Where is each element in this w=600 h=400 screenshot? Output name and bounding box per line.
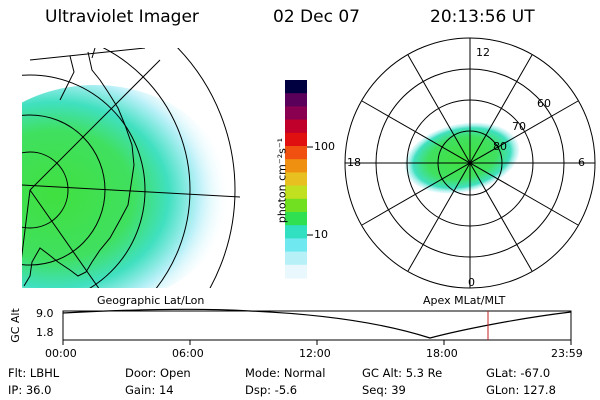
lat-label-70: 70 bbox=[512, 120, 526, 133]
colorbar-band bbox=[285, 172, 307, 187]
altitude-curve bbox=[62, 308, 572, 339]
altitude-plot bbox=[62, 308, 572, 345]
info-seq: Seq: 39 bbox=[362, 383, 406, 397]
colorbar-band bbox=[285, 132, 307, 147]
time-label: 20:13:56 UT bbox=[430, 7, 535, 27]
mlt-label-18: 18 bbox=[347, 156, 361, 169]
xtick-0600: 06:00 bbox=[172, 347, 204, 360]
colorbar-band bbox=[285, 225, 307, 239]
colorbar-band bbox=[285, 80, 307, 94]
coastline bbox=[23, 48, 135, 287]
xtick-2359: 23:59 bbox=[551, 347, 583, 360]
app-title: Ultraviolet Imager bbox=[45, 7, 199, 27]
colorbar-band bbox=[285, 212, 307, 226]
colorbar-band bbox=[285, 146, 307, 160]
mlt-label-12: 12 bbox=[476, 46, 490, 59]
info-door: Door: Open bbox=[125, 366, 191, 380]
lat-label-60: 60 bbox=[537, 97, 551, 110]
colorbar bbox=[285, 80, 313, 279]
geo-panel-label: Geographic Lat/Lon bbox=[97, 294, 205, 307]
info-glon: GLon: 127.8 bbox=[486, 383, 556, 397]
colorbar-unit-label: photon cm⁻²s⁻¹ bbox=[275, 137, 289, 224]
xtick-0000: 00:00 bbox=[45, 347, 77, 360]
polar-panel-label: Apex MLat/MLT bbox=[423, 294, 506, 307]
mlt-label-0: 0 bbox=[468, 276, 475, 289]
colorbar-band bbox=[285, 185, 307, 200]
altitude-ytick-low: 1.8 bbox=[36, 326, 54, 339]
colorbar-band bbox=[285, 93, 307, 107]
xtick-1200: 12:00 bbox=[299, 347, 331, 360]
aurora-oval-geo bbox=[22, 85, 230, 288]
colorbar-band bbox=[285, 264, 307, 279]
colorbar-band bbox=[285, 198, 307, 213]
colorbar-band bbox=[285, 251, 307, 266]
date-label: 02 Dec 07 bbox=[273, 7, 360, 27]
colorbar-band bbox=[285, 238, 307, 253]
info-dsp: Dsp: -5.6 bbox=[245, 383, 298, 397]
info-gain: Gain: 14 bbox=[125, 383, 174, 397]
altitude-ylabel: GC Alt bbox=[8, 308, 22, 343]
colorbar-band bbox=[285, 106, 307, 121]
info-flt: Flt: LBHL bbox=[8, 366, 60, 380]
altitude-ytick-high: 9.0 bbox=[36, 307, 54, 320]
info-ip: IP: 36.0 bbox=[8, 383, 52, 397]
xtick-1800: 18:00 bbox=[426, 347, 458, 360]
colorbar-tick-10: 10 bbox=[314, 228, 328, 241]
polar-plot bbox=[344, 37, 596, 289]
info-gcalt: GC Alt: 5.3 Re bbox=[362, 366, 443, 380]
info-mode: Mode: Normal bbox=[245, 366, 326, 380]
mlt-label-6: 6 bbox=[578, 156, 585, 169]
lat-label-80: 80 bbox=[493, 140, 507, 153]
colorbar-band bbox=[285, 159, 307, 173]
info-glat: GLat: -67.0 bbox=[486, 366, 551, 380]
colorbar-tick-100: 100 bbox=[314, 140, 335, 153]
colorbar-band bbox=[285, 119, 307, 134]
